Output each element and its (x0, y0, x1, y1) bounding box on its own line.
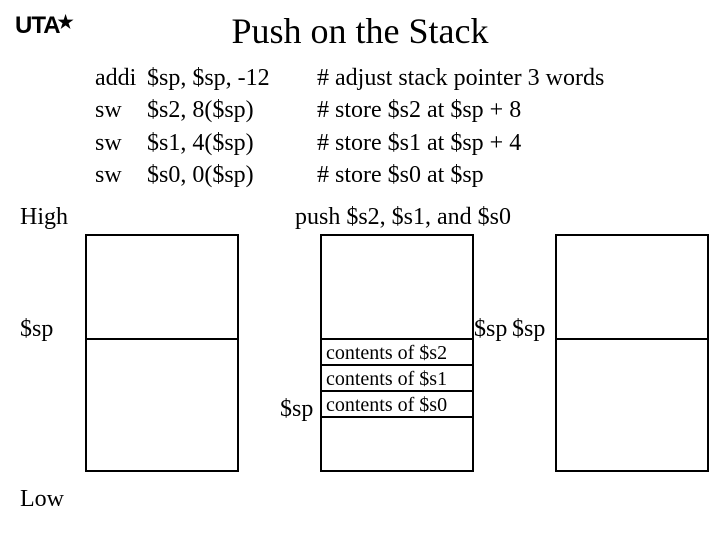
logo-text: UTA (15, 12, 60, 39)
stack-cell (557, 444, 707, 470)
code-op: sw (95, 94, 147, 126)
label-low: Low (20, 486, 64, 513)
stack-cell (87, 262, 237, 288)
sp-pointer-label: $sp (512, 316, 545, 343)
page-title: Push on the Stack (15, 10, 705, 52)
stack-cell (87, 236, 237, 262)
stack-cell (87, 314, 237, 340)
code-comment: # adjust stack pointer 3 words (317, 62, 705, 94)
code-op: sw (95, 127, 147, 159)
stack-cell (87, 288, 237, 314)
sp-pointer-label: $sp (474, 316, 507, 343)
stack-cell (322, 236, 472, 262)
code-args: $s1, 4($sp) (147, 127, 317, 159)
stack-cell (557, 418, 707, 444)
stack-cell (557, 314, 707, 340)
code-row: sw$s0, 0($sp)# store $s0 at $sp (95, 159, 705, 191)
code-comment: # store $s0 at $sp (317, 159, 705, 191)
code-row: sw$s2, 8($sp)# store $s2 at $sp + 8 (95, 94, 705, 126)
sp-pointer-label: $sp (280, 396, 313, 423)
code-args: $s0, 0($sp) (147, 159, 317, 191)
stack-box (555, 234, 709, 472)
stack-cell (322, 262, 472, 288)
stack-cell (557, 262, 707, 288)
code-args: $sp, $sp, -12 (147, 62, 317, 94)
code-args: $s2, 8($sp) (147, 94, 317, 126)
stack-cell: contents of $s0 (322, 392, 472, 418)
stack-cell (557, 236, 707, 262)
code-op: sw (95, 159, 147, 191)
stack-cell (557, 288, 707, 314)
code-row: addi$sp, $sp, -12# adjust stack pointer … (95, 62, 705, 94)
label-high: High (20, 204, 68, 231)
uta-logo: UTA★ (15, 12, 73, 40)
stack-box (85, 234, 239, 472)
stack-diagram: High push $s2, $s1, and $s0 $spcontents … (15, 204, 705, 509)
code-comment: # store $s1 at $sp + 4 (317, 127, 705, 159)
code-row: sw$s1, 4($sp)# store $s1 at $sp + 4 (95, 127, 705, 159)
stack-cell (322, 418, 472, 444)
stack-cell (322, 288, 472, 314)
stack-cell: contents of $s1 (322, 366, 472, 392)
stack-cell (557, 340, 707, 366)
stack-cell (87, 392, 237, 418)
code-op: addi (95, 62, 147, 94)
stack-cell (87, 366, 237, 392)
sp-pointer-label: $sp (20, 316, 53, 343)
stack-cell (87, 340, 237, 366)
stack-cell (557, 392, 707, 418)
stack-cell: contents of $s2 (322, 340, 472, 366)
stack-cell (87, 444, 237, 470)
stack-box: contents of $s2contents of $s1contents o… (320, 234, 474, 472)
stack-cell (322, 314, 472, 340)
code-listing: addi$sp, $sp, -12# adjust stack pointer … (95, 62, 705, 192)
push-caption: push $s2, $s1, and $s0 (295, 204, 511, 231)
code-comment: # store $s2 at $sp + 8 (317, 94, 705, 126)
stack-cell (322, 444, 472, 470)
stack-cell (87, 418, 237, 444)
stack-cell (557, 366, 707, 392)
logo-star-icon: ★ (58, 12, 73, 33)
